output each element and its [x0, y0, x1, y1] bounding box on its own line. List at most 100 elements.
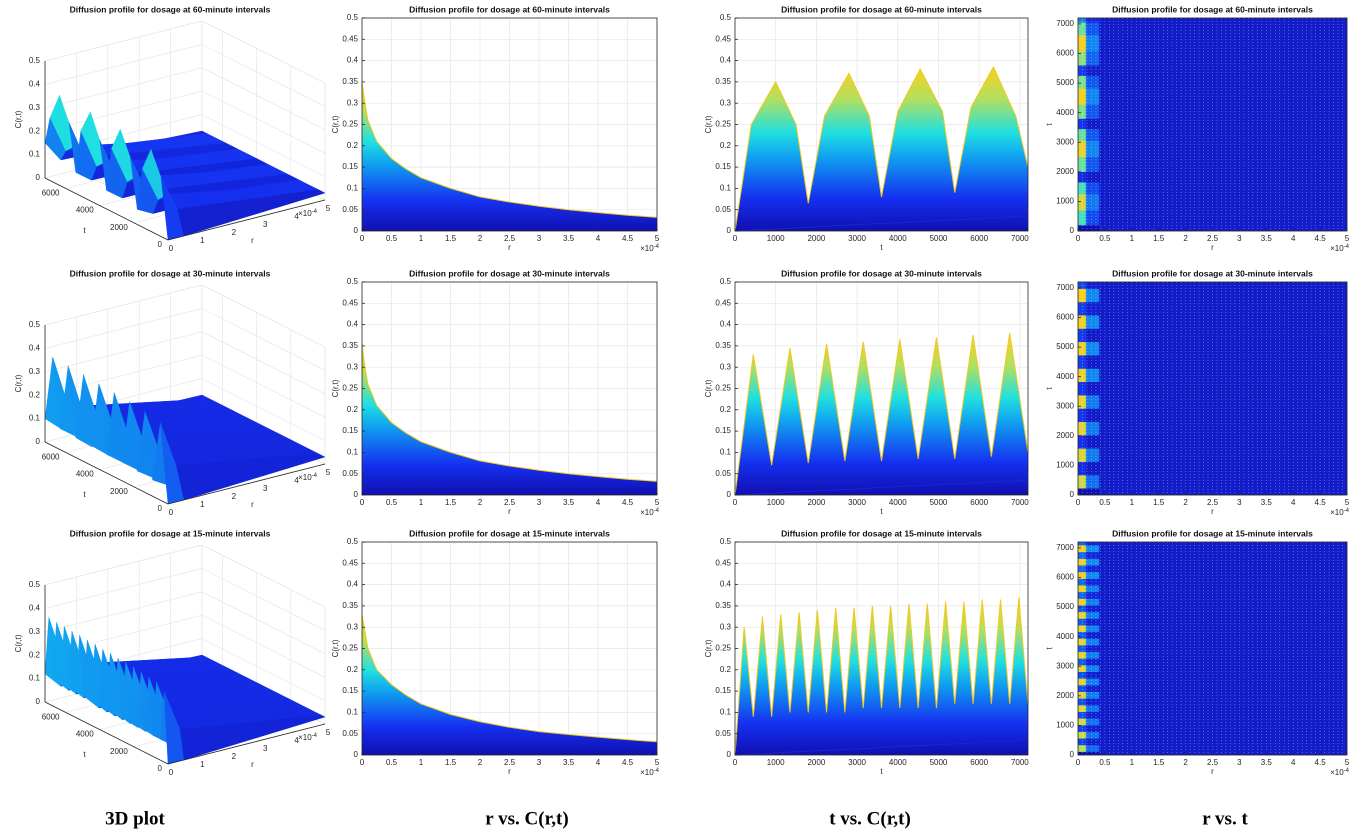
heat-cell [1077, 738, 1087, 746]
heat-cell [1085, 355, 1100, 369]
x-tick-label: 1.5 [1153, 234, 1165, 243]
chart-title: Diffusion profile for dosage at 60-minut… [781, 4, 982, 14]
y-tick-label: 3000 [1056, 137, 1074, 146]
area [735, 66, 1028, 232]
exponent-power: -4 [312, 473, 318, 479]
x-tick-label: 5 [1345, 758, 1350, 767]
heat-cell [1077, 598, 1087, 606]
heat-cell [1099, 744, 1348, 752]
exponent-base: ×10 [298, 209, 312, 218]
heat-cell [1099, 22, 1348, 36]
y-axis-label: C(r,t) [331, 379, 340, 397]
z-axis-label: C(r,t) [14, 374, 23, 392]
x-tick-label: 5 [326, 204, 331, 213]
heat-cell [1099, 618, 1348, 626]
caption: r vs. t [1202, 808, 1248, 829]
x-tick-label: 0 [360, 498, 365, 507]
x-tick-label: 1.5 [445, 758, 457, 767]
z-tick-label: 0.3 [29, 627, 41, 636]
heat-cell [1077, 65, 1087, 76]
heat-cell [1085, 193, 1100, 211]
heat-cell [1099, 738, 1348, 746]
y-tick-label: 0.5 [720, 13, 732, 22]
heat-cell [1099, 51, 1348, 66]
x-axis-label: t [880, 507, 883, 516]
y-tick-label: 7000 [1056, 283, 1074, 292]
x-tick-label: 5 [655, 498, 660, 507]
x-tick-label: 1 [1130, 758, 1135, 767]
x-tick-label: 1000 [767, 758, 785, 767]
y-tick-label: 0.25 [715, 644, 731, 653]
heat-cell [1085, 638, 1100, 646]
x-tick-label: 1 [200, 500, 205, 509]
y-tick-label: 0.3 [347, 98, 359, 107]
heat-cell [1085, 156, 1100, 173]
y-tick-label: 0.05 [342, 729, 358, 738]
axis-exponent: ×10-4 [1330, 768, 1350, 778]
x-tick-label: 2.5 [1207, 758, 1219, 767]
heat-cell [1077, 488, 1087, 496]
x-tick-label: 6000 [970, 498, 988, 507]
x-tick-label: 0.5 [386, 234, 398, 243]
heat-cell [1077, 545, 1087, 553]
exponent-power: -4 [654, 508, 660, 514]
heat-cell [1077, 368, 1087, 383]
line [361, 614, 658, 743]
z-tick-label: 0.5 [29, 320, 41, 329]
area [735, 597, 1028, 755]
y-tick-label: 0.2 [347, 141, 359, 150]
x-tick-label: 5000 [930, 498, 948, 507]
x-tick-label: 4 [294, 212, 299, 221]
y-axis-label: t [1045, 387, 1054, 390]
heat-cell [1085, 288, 1100, 303]
y-tick-label: 0.45 [715, 34, 731, 43]
y-axis-label: C(r,t) [331, 115, 340, 133]
y-tick-label: 0.45 [715, 558, 731, 567]
exponent-power: -4 [1344, 508, 1350, 514]
heat-cell [1099, 571, 1348, 579]
heat-cell [1099, 355, 1348, 369]
heat-cell [1085, 128, 1100, 141]
y-axis-label: t [83, 226, 86, 235]
heat-cell [1085, 34, 1100, 52]
heat-cell [1099, 731, 1348, 739]
y-tick-label: 0.45 [342, 34, 358, 43]
caption: 3D plot [105, 808, 165, 829]
heat-cell [1077, 704, 1087, 712]
x-tick-label: 3 [1237, 498, 1242, 507]
x-tick-label: 2000 [807, 498, 825, 507]
y-tick-label: 0.05 [342, 469, 358, 478]
heat-cell [1099, 644, 1348, 653]
x-tick-label: 3 [1237, 758, 1242, 767]
exponent-base: ×10 [1330, 768, 1344, 777]
heat-cell [1077, 34, 1087, 52]
heat-cell [1077, 381, 1087, 396]
x-tick-label: 1 [200, 236, 205, 245]
heat-cell [1099, 664, 1348, 672]
x-tick-label: 4.5 [1315, 498, 1327, 507]
z-tick-label: 0.2 [29, 650, 41, 659]
heat-cell [1077, 631, 1087, 639]
heat-cell [1085, 408, 1100, 422]
heat-cell [1085, 421, 1100, 436]
chart-title: Diffusion profile for dosage at 30-minut… [70, 268, 271, 278]
heat-cell [1099, 545, 1348, 553]
heat-cell [1085, 671, 1100, 679]
x-tick-label: 2 [478, 234, 483, 243]
heat-cell [1099, 611, 1348, 619]
heat-cell [1085, 658, 1100, 666]
x-tick-label: 3 [263, 484, 268, 493]
x-tick-label: 5000 [930, 758, 948, 767]
area [362, 614, 657, 755]
y-tick-label: 1000 [1056, 721, 1074, 730]
heat-cell [1099, 684, 1348, 692]
x-tick-label: 4 [294, 736, 299, 745]
heat-cell [1077, 88, 1087, 105]
y-tick-label: 0.25 [715, 384, 731, 393]
heat-cell [1099, 625, 1348, 633]
heat-cell [1085, 474, 1100, 489]
y-axis-label: C(r,t) [704, 115, 713, 133]
chart-title: Diffusion profile for dosage at 30-minut… [781, 268, 982, 278]
y-tick-label: 0.4 [720, 56, 732, 65]
